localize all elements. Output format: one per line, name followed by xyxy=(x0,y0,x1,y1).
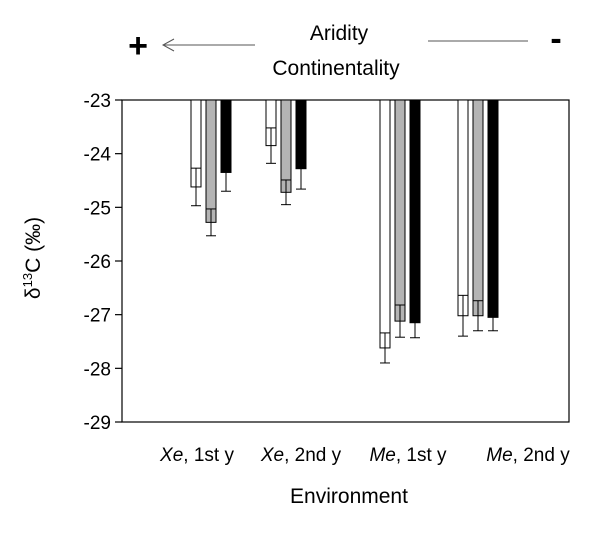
x-tick-label: Me, 2nd y xyxy=(486,445,570,466)
x-tick-label-site: Xe xyxy=(260,445,284,466)
x-tick-label-site: Me xyxy=(486,445,512,466)
plot-frame xyxy=(121,99,570,423)
bar-s0-c2 xyxy=(379,99,391,349)
x-axis: Xe, 1st y Xe, 2nd y Me, 1st y Me, 2nd y xyxy=(159,445,570,466)
bar-s2-c3 xyxy=(487,99,499,318)
y-tick-label: -25 xyxy=(84,198,111,219)
y-label-superscript: 13 xyxy=(20,273,35,287)
continentality-label: Continentality xyxy=(272,57,400,80)
x-tick-label: Xe, 2nd y xyxy=(260,445,342,466)
y-tick-label: -29 xyxy=(84,413,111,434)
bar-s1-c0 xyxy=(205,99,217,223)
y-label-suffix: C (‰) xyxy=(22,217,45,273)
bar-s1-c3 xyxy=(472,99,484,317)
y-tick-label: -28 xyxy=(84,359,111,380)
x-tick-label-year: , 1st y xyxy=(396,445,447,466)
x-tick-label-site: Me xyxy=(369,445,395,466)
minus-sign: - xyxy=(550,20,561,58)
y-axis: -23 -24 -25 -26 -27 -28 -29 xyxy=(84,91,122,434)
x-tick-label: Me, 1st y xyxy=(369,445,447,466)
y-tick-label: -24 xyxy=(84,145,112,166)
bar-s1-c2 xyxy=(394,99,406,322)
x-tick-label-year: , 1st y xyxy=(183,445,234,466)
y-tick-label: -26 xyxy=(84,252,111,273)
bar-s2-c2 xyxy=(409,99,421,324)
x-tick-label-year: , 2nd y xyxy=(513,445,571,466)
y-label-prefix: δ xyxy=(22,287,45,299)
x-tick-label-year: , 2nd y xyxy=(284,445,342,466)
x-tick-label: Xe, 1st y xyxy=(159,445,234,466)
aridity-label: Aridity xyxy=(310,22,369,45)
plus-sign: + xyxy=(128,27,148,65)
bars-group xyxy=(190,99,499,364)
y-tick-label: -23 xyxy=(84,91,111,112)
x-axis-label: Environment xyxy=(290,485,408,508)
y-axis-label: δ13C (‰) xyxy=(20,217,45,299)
arrow-head-icon xyxy=(161,38,175,52)
y-tick-label: -27 xyxy=(84,306,111,327)
x-tick-label-site: Xe xyxy=(159,445,183,466)
bar-s1-c1 xyxy=(280,99,292,193)
bar-s0-c3 xyxy=(457,99,469,317)
